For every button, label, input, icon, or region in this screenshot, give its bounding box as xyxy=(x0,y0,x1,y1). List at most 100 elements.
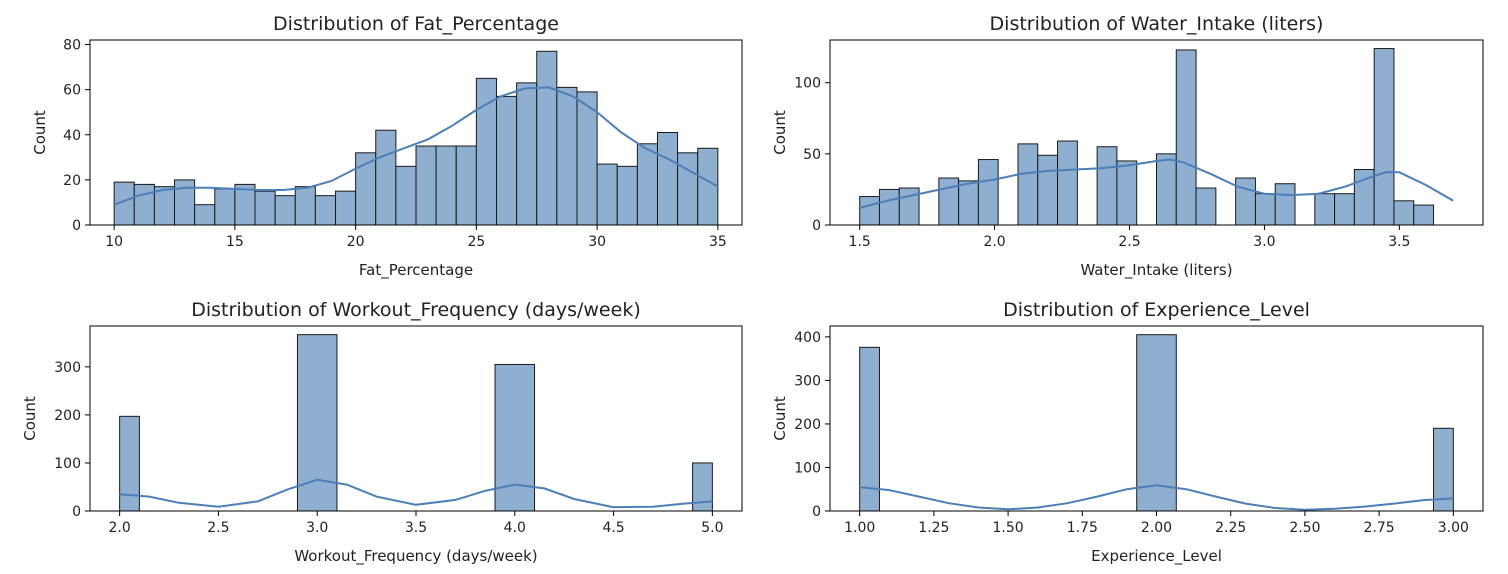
chart-title: Distribution of Water_Intake (liters) xyxy=(990,13,1324,35)
histogram-bar xyxy=(656,132,679,226)
y-tick-label: 100 xyxy=(794,76,821,92)
x-tick-label: 2.5 xyxy=(207,520,229,536)
histogram-bar xyxy=(1096,146,1118,226)
kde-line xyxy=(859,158,1454,209)
histogram-bar xyxy=(636,143,658,226)
histogram-bar xyxy=(692,462,713,512)
x-tick-label: 15 xyxy=(226,234,244,250)
x-tick-label: 1.00 xyxy=(844,520,875,536)
histogram-bar xyxy=(174,179,196,226)
histogram-bar xyxy=(616,165,638,226)
y-axis-label: Count xyxy=(771,396,789,441)
x-tick-label: 1.5 xyxy=(849,234,871,250)
y-tick-label: 80 xyxy=(63,38,81,54)
y-tick-label: 50 xyxy=(803,147,821,163)
histogram-bar xyxy=(1334,193,1355,226)
histogram-bar xyxy=(938,177,960,226)
x-axis-label: Fat_Percentage xyxy=(359,261,473,280)
histogram-bar xyxy=(878,188,900,226)
x-tick-label: 3.0 xyxy=(1253,234,1275,250)
histogram-bar xyxy=(395,165,417,226)
y-axis-label: Count xyxy=(771,110,789,155)
histogram-bar xyxy=(294,186,316,226)
histogram-bar xyxy=(1314,193,1336,226)
y-tick-label: 0 xyxy=(72,218,81,234)
y-axis-label: Count xyxy=(21,396,39,441)
chart-title: Distribution of Fat_Percentage xyxy=(273,13,559,35)
histogram-bar xyxy=(1017,143,1039,226)
y-tick-label: 400 xyxy=(794,330,821,346)
histogram-bar xyxy=(1373,48,1395,226)
histogram-bar xyxy=(898,187,920,226)
histogram-bar xyxy=(1136,334,1177,512)
y-axis-label: Count xyxy=(31,110,49,155)
histogram-bar xyxy=(153,186,176,226)
kde-line xyxy=(859,484,1454,511)
chart-panel-4: 1.00 1.25 1.50 1.75 2.00 2.25 2.50 2.75 3.00 0 100… xyxy=(771,299,1484,566)
histogram-bar xyxy=(254,190,276,226)
y-tick-label: 200 xyxy=(794,417,821,433)
kde-line xyxy=(119,478,713,509)
y-tick-label: 40 xyxy=(63,128,81,144)
histogram-bar xyxy=(375,129,397,226)
histogram-bar xyxy=(1413,204,1435,226)
y-tick-label: 200 xyxy=(54,408,81,424)
histogram-bar xyxy=(596,163,618,226)
chart-panel-1: 10 15 20 25 30 35 0 20 40 60 80 Distribution of Fat… xyxy=(31,13,743,280)
x-tick-label: 5.0 xyxy=(701,520,723,536)
x-tick-label: 4.0 xyxy=(504,520,526,536)
x-tick-label: 1.50 xyxy=(993,520,1024,536)
x-tick-label: 3.0 xyxy=(306,520,328,536)
axes-frame xyxy=(829,39,1484,226)
histogram-bar xyxy=(214,188,236,226)
histogram-bar xyxy=(1156,153,1177,226)
y-tick-label: 0 xyxy=(72,504,81,520)
histogram-bar xyxy=(977,159,999,226)
histogram-bar xyxy=(1175,49,1197,226)
histogram-bar xyxy=(1235,177,1256,226)
histogram-bar xyxy=(859,196,880,226)
x-tick-label: 20 xyxy=(347,234,365,250)
chart-title: Distribution of Workout_Frequency (days/… xyxy=(191,299,640,321)
x-axis-label: Workout_Frequency (days/week) xyxy=(294,547,537,566)
histogram-bar xyxy=(1195,187,1217,226)
x-tick-label: 30 xyxy=(588,234,606,250)
x-tick-label: 2.0 xyxy=(983,234,1005,250)
histogram-bar xyxy=(1037,154,1059,226)
y-tick-label: 20 xyxy=(63,173,81,189)
histogram-bar xyxy=(556,86,578,226)
histogram-bar xyxy=(274,195,296,226)
histogram-bar xyxy=(415,145,437,226)
histogram-bar xyxy=(1057,140,1078,226)
y-tick-label: 0 xyxy=(812,218,821,234)
y-tick-label: 0 xyxy=(812,504,821,520)
x-axis-label: Water_Intake (liters) xyxy=(1080,261,1232,280)
histogram-bar xyxy=(119,415,140,512)
x-tick-label: 3.5 xyxy=(405,520,427,536)
x-tick-label: 4.5 xyxy=(602,520,624,536)
histogram-bar xyxy=(314,195,337,226)
histogram-bar xyxy=(516,82,538,226)
histogram-bar xyxy=(133,183,155,226)
histogram-bar xyxy=(435,145,457,226)
x-axis-label: Experience_Level xyxy=(1091,547,1222,566)
x-tick-label: 2.00 xyxy=(1141,520,1172,536)
histogram-bar xyxy=(495,95,518,226)
x-tick-label: 2.25 xyxy=(1215,520,1246,536)
histogram-bar xyxy=(1274,183,1296,226)
y-tick-label: 300 xyxy=(54,360,81,376)
histogram-bar xyxy=(194,204,216,226)
histogram-bar xyxy=(1393,200,1415,226)
y-tick-label: 60 xyxy=(63,83,81,99)
histogram-bar xyxy=(1254,193,1276,226)
histogram-bar xyxy=(1116,160,1138,226)
histogram-bar xyxy=(677,152,699,226)
x-tick-label: 3.00 xyxy=(1438,520,1469,536)
chart-title: Distribution of Experience_Level xyxy=(1003,299,1310,321)
kde-line xyxy=(113,86,719,206)
histogram-bar xyxy=(494,363,536,512)
x-tick-label: 3.5 xyxy=(1388,234,1410,250)
x-tick-label: 2.5 xyxy=(1118,234,1140,250)
histogram-bar xyxy=(455,145,477,226)
